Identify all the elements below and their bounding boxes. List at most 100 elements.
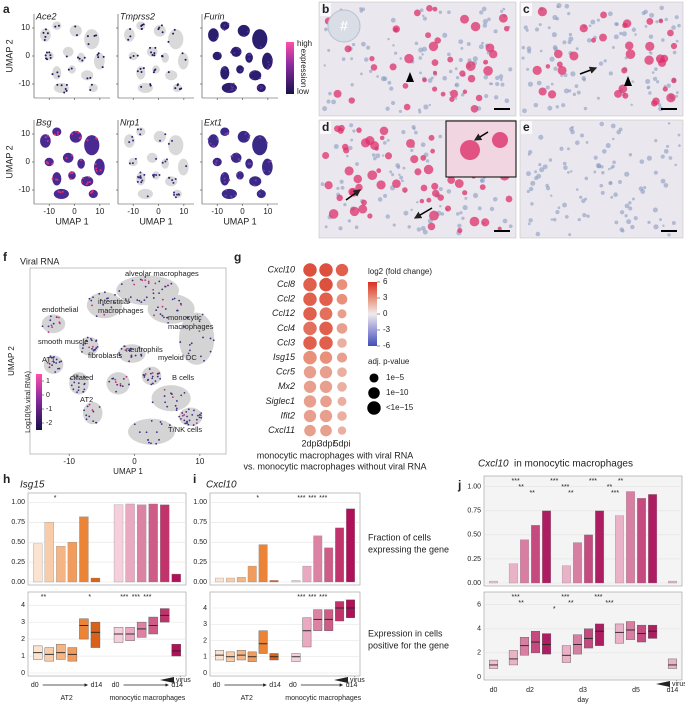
day-start: d0 — [213, 682, 221, 689]
nucleus — [354, 225, 359, 230]
box — [335, 601, 345, 622]
bar — [148, 503, 158, 583]
cell-dot — [230, 196, 233, 199]
cell-dot — [235, 152, 238, 155]
cell-dot — [268, 170, 271, 173]
nucleus — [360, 41, 366, 47]
bar — [67, 542, 78, 583]
cell-dot — [176, 309, 178, 312]
stained-cell — [625, 41, 634, 50]
cell-dot — [90, 337, 92, 340]
cell-dot — [99, 299, 102, 301]
cell-cluster — [237, 24, 250, 37]
cell-dot — [152, 174, 155, 177]
nucleus — [588, 24, 592, 28]
dot — [319, 351, 333, 364]
nucleus — [570, 129, 575, 135]
nucleus — [351, 42, 356, 47]
sig-bottom: *** — [605, 600, 613, 607]
dot — [303, 263, 317, 277]
cell-dot — [46, 361, 49, 364]
nucleus — [454, 67, 458, 71]
gene-name: Ext1 — [204, 117, 222, 127]
cell-dot — [153, 52, 156, 55]
gene-name: Cxcl11 — [268, 425, 295, 435]
cell-dot — [124, 298, 127, 301]
nucleus — [555, 105, 560, 109]
stained-cell — [353, 174, 363, 184]
cell-dot — [161, 305, 164, 308]
arrowhead — [624, 76, 632, 86]
bar — [90, 577, 101, 583]
cell-dot — [186, 415, 188, 418]
nucleus — [472, 192, 479, 199]
cell-dot — [223, 24, 226, 27]
sig-top: ** — [618, 478, 624, 485]
nucleus — [366, 45, 371, 50]
colorbar-low: low — [297, 87, 309, 96]
nucleus — [418, 56, 423, 60]
cluster-label: alveolar macrophages — [125, 269, 199, 278]
cell-cluster — [81, 176, 94, 187]
dot — [337, 367, 347, 378]
cell-dot — [159, 313, 162, 316]
cell-dot — [48, 362, 51, 365]
stained-cell — [360, 138, 371, 148]
cell-dot — [140, 301, 143, 304]
box — [667, 658, 677, 669]
box — [519, 637, 529, 656]
cell-dot — [193, 409, 195, 412]
cell-dot — [188, 343, 191, 346]
plot-frame — [29, 267, 227, 455]
nucleus — [371, 153, 376, 157]
y-tick-label: 1.00 — [467, 484, 481, 491]
cell-dot — [143, 173, 146, 176]
cell-dot — [69, 177, 72, 180]
cell-dot — [110, 306, 113, 309]
nucleus — [564, 3, 570, 9]
cell-dot — [131, 279, 134, 282]
nucleus — [483, 74, 488, 80]
cell-dot — [43, 38, 46, 41]
row-label: Expression in cells — [368, 628, 443, 638]
cell-dot — [166, 316, 169, 319]
cell-dot — [87, 43, 90, 46]
stained-cell — [427, 222, 436, 231]
sig-top: *** — [297, 495, 305, 502]
cell-cluster — [153, 130, 166, 143]
stained-cell — [322, 151, 330, 160]
nucleus — [599, 121, 605, 127]
cell-dot — [156, 372, 159, 375]
cell-dot — [147, 378, 150, 381]
cell-dot — [53, 133, 56, 136]
nucleus — [339, 179, 344, 184]
cell-dot — [237, 48, 240, 51]
cell-dot — [138, 346, 141, 349]
legend-dot — [369, 373, 379, 383]
nucleus — [438, 10, 443, 14]
cell-dot — [52, 322, 55, 325]
cell-dot — [141, 279, 144, 282]
dot — [303, 292, 317, 306]
nucleus — [663, 148, 669, 154]
cell-dot — [48, 51, 51, 54]
nucleus — [628, 153, 633, 157]
cell-cluster — [124, 28, 135, 42]
cell-cluster — [94, 158, 105, 176]
bar — [313, 535, 323, 583]
cell-dot — [83, 382, 86, 385]
nucleus — [323, 64, 326, 67]
cell-dot — [181, 52, 184, 55]
nucleus — [538, 162, 542, 167]
dot — [303, 277, 317, 292]
cell-dot — [95, 339, 98, 342]
cell-dot — [65, 157, 68, 160]
nucleus — [628, 201, 632, 205]
bar — [247, 565, 257, 583]
group-label: d2 — [526, 687, 534, 694]
nucleus — [612, 160, 616, 165]
nucleus — [385, 214, 390, 219]
nucleus — [466, 42, 471, 46]
cell-dot — [249, 52, 252, 55]
box — [302, 617, 312, 648]
